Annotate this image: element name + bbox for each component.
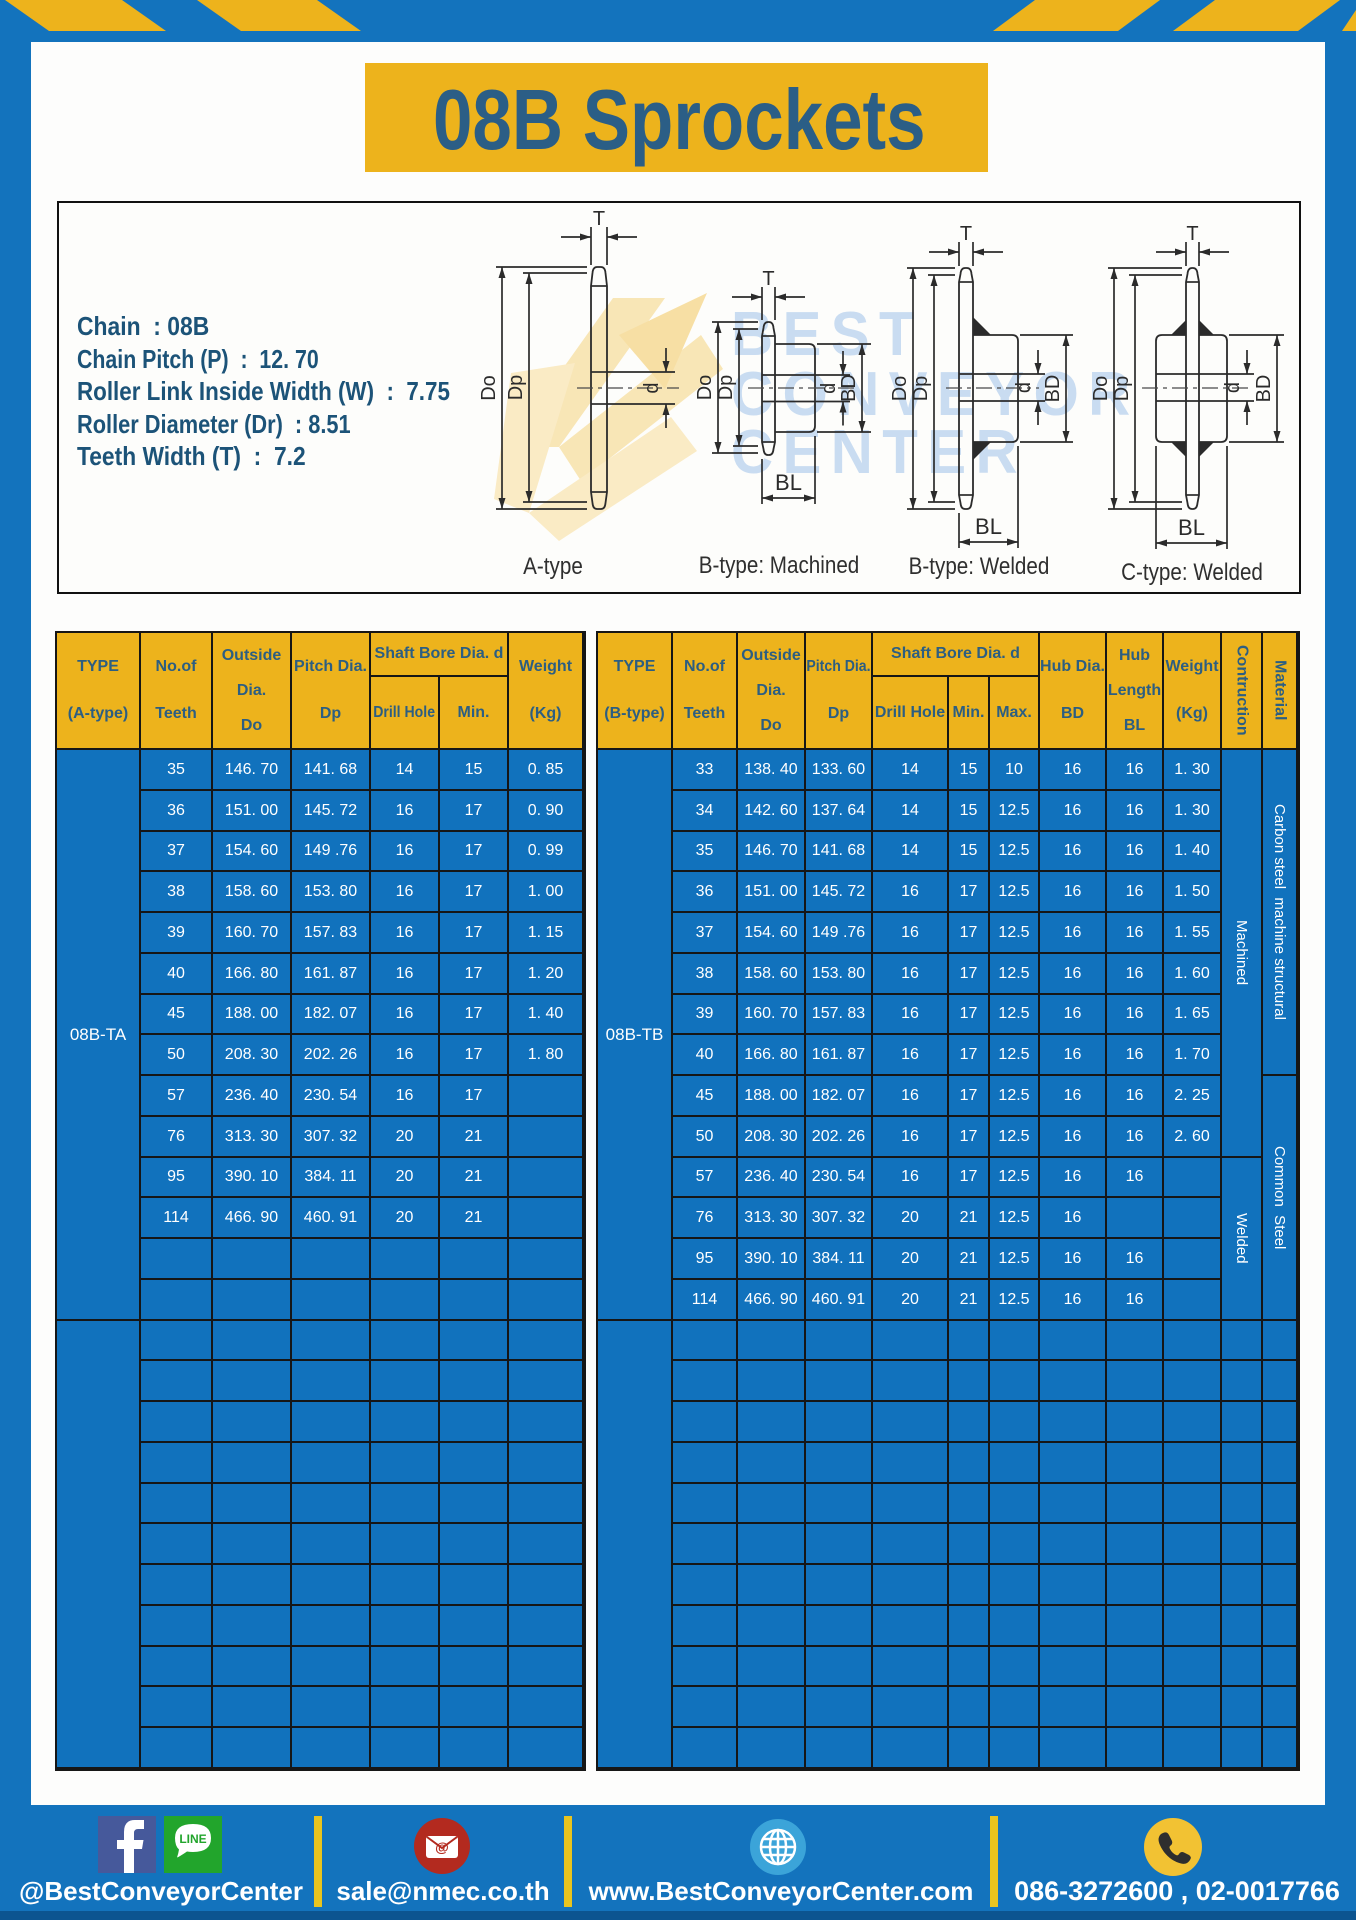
svg-text:BL: BL: [975, 514, 1002, 539]
svg-text:BD: BD: [838, 374, 860, 402]
svg-text:CENTER: CENTER: [731, 417, 1027, 486]
svg-text:Do: Do: [889, 376, 911, 402]
svg-text:Dp: Dp: [1111, 376, 1133, 402]
svg-text:d: d: [641, 382, 663, 393]
svg-text:Dp: Dp: [505, 375, 527, 401]
svg-text:BL: BL: [775, 470, 802, 495]
svg-text:T: T: [593, 208, 605, 230]
svg-text:Do: Do: [1090, 376, 1112, 402]
svg-text:d: d: [818, 383, 840, 394]
svg-text:B-type: Machined: B-type: Machined: [699, 552, 860, 579]
svg-text:d: d: [1222, 382, 1244, 393]
svg-text:@: @: [435, 1839, 449, 1855]
svg-text:B-type: Welded: B-type: Welded: [909, 553, 1050, 580]
svg-text:Do: Do: [694, 375, 716, 401]
svg-text:Dp: Dp: [910, 376, 932, 402]
svg-text:BL: BL: [1178, 515, 1205, 540]
svg-text:d: d: [1013, 382, 1035, 393]
svg-text:T: T: [960, 223, 972, 245]
svg-text:T: T: [762, 268, 774, 290]
svg-text:T: T: [1186, 223, 1198, 245]
svg-text:C-type: Welded: C-type: Welded: [1121, 559, 1263, 586]
svg-text:BD: BD: [1253, 375, 1275, 403]
svg-text:LINE: LINE: [179, 1832, 206, 1846]
svg-text:BD: BD: [1042, 375, 1064, 403]
svg-text:Do: Do: [478, 375, 500, 401]
svg-text:Dp: Dp: [715, 375, 737, 401]
svg-text:CONVEYOR: CONVEYOR: [731, 359, 1140, 428]
svg-text:A-type: A-type: [523, 553, 583, 580]
